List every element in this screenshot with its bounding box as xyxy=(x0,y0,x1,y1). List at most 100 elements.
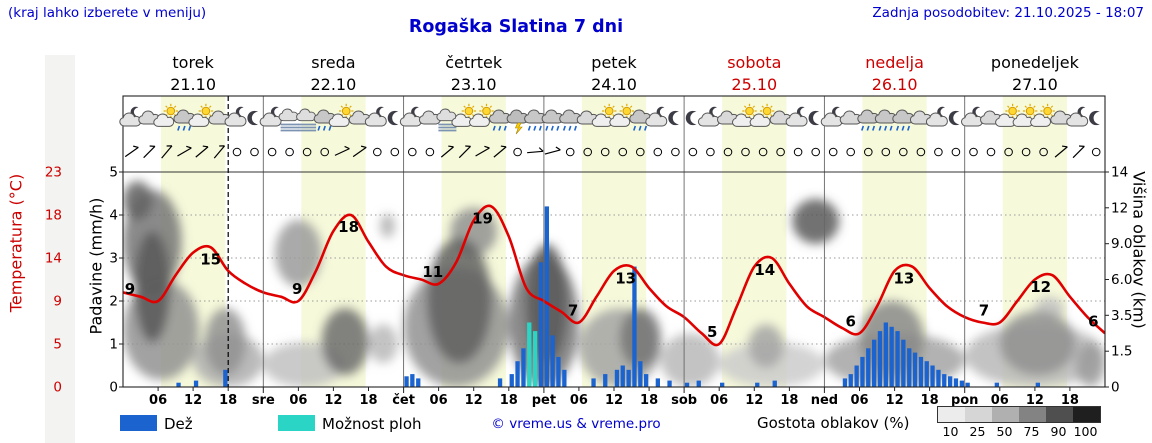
rain-bar xyxy=(854,365,859,387)
rain-bar xyxy=(907,348,912,387)
wind-calm-icon xyxy=(741,147,750,157)
weather-icon-cloud-storm xyxy=(506,109,529,135)
wind-arrow-icon xyxy=(544,146,561,155)
rain-bar xyxy=(883,322,888,387)
weather-icon-sun-cloud xyxy=(451,103,477,127)
rain-bar xyxy=(614,369,620,387)
weather-icon-moon-cloud xyxy=(925,106,948,127)
day-name-ponedeljek: ponedeljek xyxy=(991,53,1080,72)
rain-bar xyxy=(953,378,959,387)
weather-icon-moon-cloud xyxy=(1066,106,1089,127)
rain-bar xyxy=(684,382,690,387)
shower-bar xyxy=(527,322,532,387)
weather-icon-moon-cloud xyxy=(645,106,668,127)
day-abbr-pet: pet xyxy=(532,393,556,408)
weather-icon-cloud-rain xyxy=(488,109,512,131)
cloud-tick-label: 1.5 xyxy=(1111,344,1132,360)
temp-point-label: 14 xyxy=(754,261,775,279)
cloud-blob xyxy=(999,311,1076,376)
day-name-sreda: sreda xyxy=(311,53,355,72)
cloud-blob xyxy=(660,333,720,387)
rain-bar xyxy=(497,378,503,387)
rain-bar xyxy=(696,380,701,387)
wind-calm-icon xyxy=(986,147,996,157)
cloud-density-label: Gostota oblakov (%) xyxy=(757,414,910,432)
rain-bar xyxy=(901,339,906,387)
rain-tick-label: 3 xyxy=(109,251,118,267)
wind-calm-icon xyxy=(267,147,277,157)
rain-bar xyxy=(404,376,409,387)
wind-arrow-icon xyxy=(124,145,139,158)
page-title: Rogaška Slatina 7 dni xyxy=(408,17,624,37)
temp-point-label: 9 xyxy=(125,280,135,298)
rain-bar xyxy=(626,369,631,387)
rain-bar xyxy=(755,382,760,387)
density-step xyxy=(992,407,1019,422)
wind-calm-icon xyxy=(320,147,330,157)
density-step-label: 25 xyxy=(969,424,986,439)
rain-bar xyxy=(538,262,544,387)
rain-bar xyxy=(959,380,964,387)
weather-icon-cloud-rain xyxy=(559,109,582,131)
wind-calm-icon xyxy=(951,147,961,157)
hour-label: 18 xyxy=(921,393,939,408)
hour-label: 12 xyxy=(465,393,483,408)
cloud-tick-label: 6.0 xyxy=(1111,272,1132,288)
wind-calm-icon xyxy=(881,147,891,157)
weather-icon-sun-cloud xyxy=(469,103,494,127)
day-name-nedelja: nedelja xyxy=(865,53,924,72)
shower-legend-swatch xyxy=(278,415,315,431)
rain-bar xyxy=(603,374,608,387)
wind-calm-icon xyxy=(1004,147,1013,157)
cloud-blob xyxy=(123,181,153,220)
rain-bar xyxy=(644,374,649,387)
left-axis-strip xyxy=(45,55,75,443)
day-date: 21.10 xyxy=(170,75,216,94)
rain-tick-label: 0 xyxy=(109,380,118,396)
cloud-blob xyxy=(427,237,492,364)
wind-calm-icon xyxy=(811,147,821,157)
temperature-line xyxy=(123,204,1105,347)
rain-bar xyxy=(965,382,970,387)
hour-label: 06 xyxy=(149,393,167,408)
day-date: 25.10 xyxy=(731,75,777,94)
wind-arrow-icon xyxy=(143,145,156,159)
temp-tick-label: 14 xyxy=(45,251,62,267)
day-abbr-sob: sob xyxy=(671,393,697,408)
density-step-label: 50 xyxy=(996,424,1013,439)
temp-point-label: 7 xyxy=(568,302,578,320)
hour-label: 18 xyxy=(500,393,518,408)
rain-bar xyxy=(877,331,883,387)
rain-bar xyxy=(918,356,924,387)
last-update-label: Zadnja posodobitev: 21.10.2025 - 18:07 xyxy=(872,5,1144,21)
rain-tick-label: 1 xyxy=(109,337,118,353)
weather-icon-moon xyxy=(247,110,259,126)
temp-tick-label: 0 xyxy=(53,380,62,396)
shower-legend-label: Možnost ploh xyxy=(322,415,422,433)
rain-bar xyxy=(410,374,415,387)
wind-calm-icon xyxy=(408,147,417,157)
copyright-link[interactable]: © vreme.us & vreme.pro xyxy=(491,416,661,432)
temp-point-label: 7 xyxy=(979,302,989,320)
wind-calm-icon xyxy=(934,147,943,157)
day-abbr-čet: čet xyxy=(392,393,415,408)
weather-icon-moon xyxy=(387,110,399,126)
cloud-blob xyxy=(748,324,784,368)
wind-arrow-icon xyxy=(161,145,173,159)
cloud-tick-label: 9.0 xyxy=(1111,236,1132,252)
weather-icon-moon-cloud xyxy=(259,106,282,127)
rain-bar xyxy=(720,382,725,387)
cloud-tick-label: 14 xyxy=(1111,165,1128,181)
wind-calm-icon xyxy=(583,147,593,157)
temp-point-label: 19 xyxy=(472,209,493,227)
wind-arrow-icon xyxy=(527,147,544,154)
day-name-sobota: sobota xyxy=(727,53,781,72)
rain-bar xyxy=(994,382,999,387)
hour-label: 18 xyxy=(1061,393,1079,408)
wind-arrow-icon xyxy=(440,145,454,158)
density-step xyxy=(1019,407,1046,422)
rain-bar xyxy=(544,206,549,387)
density-step xyxy=(1046,407,1073,422)
rain-bar xyxy=(223,369,228,387)
